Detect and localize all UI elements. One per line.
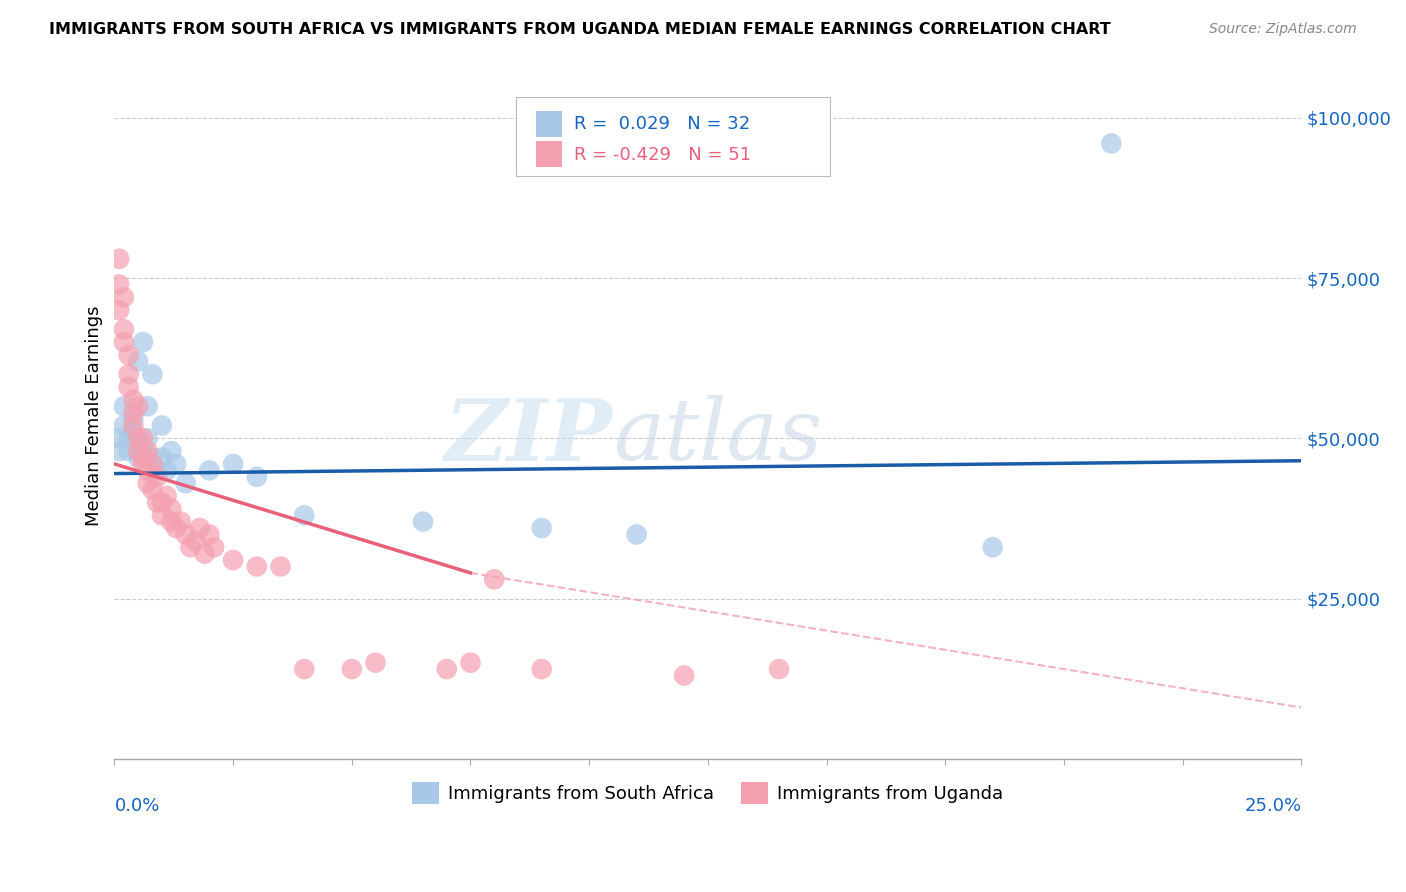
Text: ZIP: ZIP [446, 394, 613, 478]
Point [188, 521, 211, 535]
Point [530, 521, 553, 535]
Text: R = -0.429   N = 51: R = -0.429 N = 51 [574, 145, 751, 163]
Point [436, 662, 458, 676]
Point [150, 495, 173, 509]
Point [141, 483, 163, 497]
Point [202, 541, 225, 555]
Point [194, 547, 217, 561]
Point [165, 457, 187, 471]
Y-axis label: Median Female Earnings: Median Female Earnings [86, 306, 103, 526]
Point [198, 527, 221, 541]
Point [170, 515, 193, 529]
Text: atlas: atlas [613, 395, 823, 478]
Point [222, 553, 245, 567]
Point [150, 450, 173, 465]
Point [122, 392, 145, 407]
Point [222, 457, 245, 471]
Point [141, 457, 163, 471]
Text: 25.0%: 25.0% [1244, 797, 1302, 814]
Point [108, 277, 131, 292]
Point [112, 418, 135, 433]
FancyBboxPatch shape [536, 111, 562, 136]
Point [122, 412, 145, 426]
Point [136, 444, 159, 458]
Point [132, 431, 155, 445]
Point [122, 418, 145, 433]
Point [146, 469, 169, 483]
Point [136, 399, 159, 413]
Point [292, 508, 315, 523]
Point [165, 521, 187, 535]
Point [460, 656, 482, 670]
Point [112, 322, 135, 336]
Point [108, 431, 131, 445]
Point [127, 399, 149, 413]
Point [412, 515, 434, 529]
Point [118, 444, 141, 458]
Point [127, 354, 149, 368]
Point [673, 668, 696, 682]
Point [184, 533, 207, 548]
Text: 0.0%: 0.0% [114, 797, 160, 814]
Point [626, 527, 648, 541]
Point [482, 572, 505, 586]
Point [530, 662, 553, 676]
Point [364, 656, 387, 670]
Point [141, 368, 163, 382]
Point [150, 418, 173, 433]
Point [160, 501, 183, 516]
Point [146, 463, 169, 477]
Point [246, 559, 269, 574]
Legend: Immigrants from South Africa, Immigrants from Uganda: Immigrants from South Africa, Immigrants… [405, 775, 1011, 812]
Point [118, 348, 141, 362]
Point [340, 662, 363, 676]
Point [160, 444, 183, 458]
Point [270, 559, 292, 574]
Point [132, 444, 155, 458]
Point [108, 252, 131, 266]
Point [136, 463, 159, 477]
FancyBboxPatch shape [516, 97, 830, 176]
Point [132, 457, 155, 471]
Point [118, 368, 141, 382]
Point [198, 463, 221, 477]
Point [136, 431, 159, 445]
Text: R =  0.029   N = 32: R = 0.029 N = 32 [574, 115, 749, 134]
Point [112, 290, 135, 304]
Point [146, 495, 169, 509]
Point [118, 431, 141, 445]
Point [174, 476, 197, 491]
Point [112, 335, 135, 350]
Point [156, 489, 179, 503]
Point [150, 508, 173, 523]
Point [108, 444, 131, 458]
Point [118, 380, 141, 394]
Point [768, 662, 790, 676]
Point [127, 444, 149, 458]
Point [112, 399, 135, 413]
Point [132, 335, 155, 350]
Point [246, 469, 269, 483]
Point [122, 425, 145, 439]
Text: IMMIGRANTS FROM SOUTH AFRICA VS IMMIGRANTS FROM UGANDA MEDIAN FEMALE EARNINGS CO: IMMIGRANTS FROM SOUTH AFRICA VS IMMIGRAN… [49, 22, 1111, 37]
Point [1099, 136, 1122, 151]
Point [179, 541, 201, 555]
Point [141, 450, 163, 465]
Point [108, 303, 131, 318]
Point [160, 515, 183, 529]
Point [122, 406, 145, 420]
Point [292, 662, 315, 676]
FancyBboxPatch shape [536, 141, 562, 167]
Point [981, 541, 1004, 555]
Text: Source: ZipAtlas.com: Source: ZipAtlas.com [1209, 22, 1357, 37]
Point [136, 476, 159, 491]
Point [127, 431, 149, 445]
Point [132, 450, 155, 465]
Point [156, 463, 179, 477]
Point [174, 527, 197, 541]
Point [127, 450, 149, 465]
